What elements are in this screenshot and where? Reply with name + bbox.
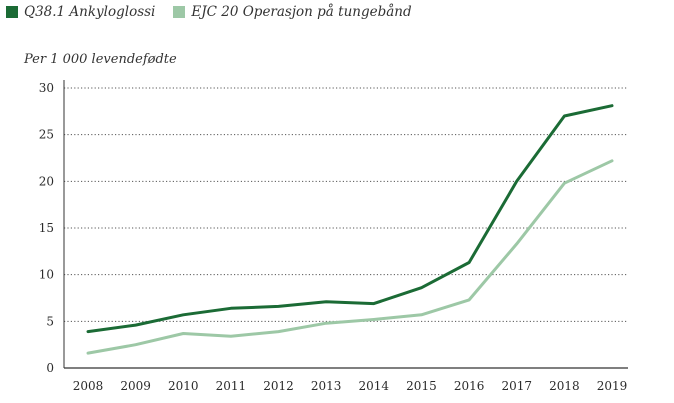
x-tick-label-2019: 2019 — [597, 379, 628, 393]
legend-label-series-2: EJC 20 Operasjon på tungebånd — [191, 4, 412, 20]
x-tick-label-2012: 2012 — [263, 379, 294, 393]
legend-swatch-series-2 — [173, 6, 186, 18]
y-tick-label-30: 30 — [39, 81, 54, 95]
x-tick-label-2015: 2015 — [406, 379, 437, 393]
series-line-2 — [86, 159, 614, 355]
x-tick-label-2018: 2018 — [549, 379, 580, 393]
y-axis-label: Per 1 000 levendefødte — [24, 52, 177, 67]
y-tick-label-5: 5 — [46, 314, 54, 328]
chart-legend: Q38.1 Ankyloglossi EJC 20 Operasjon på t… — [6, 4, 430, 20]
legend-item-series-1: Q38.1 Ankyloglossi — [6, 4, 155, 20]
legend-item-series-2: EJC 20 Operasjon på tungebånd — [173, 4, 412, 20]
x-tick-label-2014: 2014 — [359, 379, 390, 393]
x-tick-label-2013: 2013 — [311, 379, 342, 393]
x-tick-label-2008: 2008 — [73, 379, 104, 393]
x-tick-label-2010: 2010 — [168, 379, 199, 393]
x-tick-label-2009: 2009 — [120, 379, 151, 393]
x-tick-label-2011: 2011 — [216, 379, 247, 393]
x-tick-label-2016: 2016 — [454, 379, 485, 393]
series-line-1 — [86, 104, 614, 334]
y-tick-label-25: 25 — [39, 128, 54, 142]
legend-label-series-1: Q38.1 Ankyloglossi — [24, 4, 156, 20]
y-tick-label-15: 15 — [39, 221, 54, 235]
x-tick-label-2017: 2017 — [501, 379, 532, 393]
y-tick-label-20: 20 — [39, 174, 54, 188]
y-tick-label-0: 0 — [46, 361, 54, 375]
y-tick-label-10: 10 — [39, 268, 54, 282]
legend-swatch-series-1 — [6, 6, 18, 18]
